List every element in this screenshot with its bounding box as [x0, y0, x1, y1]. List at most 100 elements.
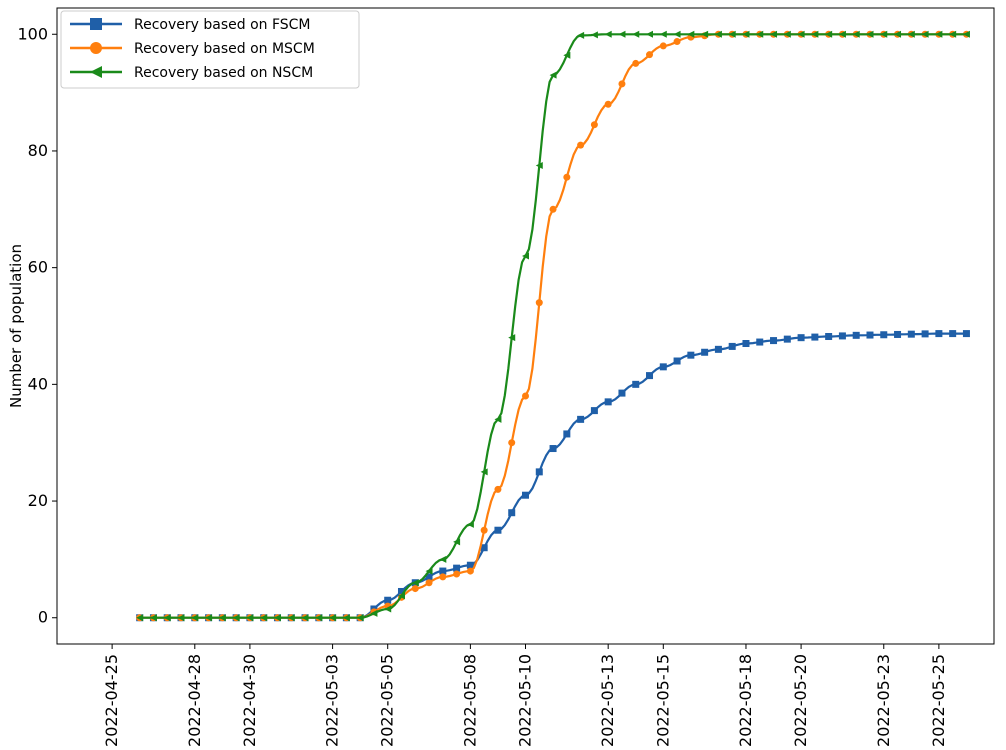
- data-point: [756, 338, 764, 346]
- x-tick-label: 2022-05-25: [929, 654, 948, 747]
- data-point: [425, 567, 433, 575]
- data-point: [535, 299, 543, 307]
- data-point: [273, 614, 281, 622]
- data-point: [632, 30, 640, 38]
- data-point: [880, 30, 888, 38]
- x-tick-label: 2022-05-08: [460, 654, 479, 747]
- data-point: [646, 30, 654, 38]
- data-point: [797, 334, 805, 342]
- series-2: [136, 30, 970, 622]
- data-point: [838, 30, 846, 38]
- data-point: [563, 173, 571, 181]
- y-tick-label: 0: [38, 608, 48, 627]
- data-point: [838, 332, 846, 340]
- data-point: [618, 30, 626, 38]
- y-axis: 0 20 40 60 80 100: [17, 24, 57, 627]
- data-point: [659, 363, 667, 371]
- data-point: [439, 567, 447, 575]
- data-point: [673, 38, 681, 46]
- data-point: [659, 42, 667, 50]
- data-point: [563, 430, 571, 438]
- data-point: [632, 59, 640, 67]
- data-point: [246, 614, 254, 622]
- data-point: [825, 333, 833, 341]
- data-point: [714, 30, 722, 38]
- data-point: [907, 30, 915, 38]
- data-point: [673, 30, 681, 38]
- data-point: [563, 51, 571, 59]
- y-tick-label: 20: [28, 491, 48, 510]
- data-point: [935, 30, 943, 38]
- data-point: [921, 330, 929, 338]
- data-point: [852, 30, 860, 38]
- data-point: [549, 205, 557, 213]
- data-point: [783, 30, 791, 38]
- series-line: [139, 33, 967, 619]
- data-point: [535, 162, 543, 170]
- data-point: [770, 337, 778, 345]
- series-line: [139, 332, 967, 619]
- data-point: [646, 372, 654, 380]
- plot-frame: [56, 7, 995, 645]
- data-point: [466, 520, 474, 528]
- data-point: [494, 415, 502, 423]
- data-point: [218, 614, 226, 622]
- data-point: [411, 579, 419, 587]
- data-point: [701, 348, 709, 356]
- data-point: [425, 579, 433, 587]
- data-point: [604, 100, 612, 108]
- x-tick-label: 2022-04-30: [240, 654, 259, 747]
- data-point: [384, 596, 392, 604]
- data-point: [577, 141, 585, 149]
- data-point: [508, 439, 516, 447]
- data-point: [191, 614, 199, 622]
- data-point: [949, 30, 957, 38]
- x-tick-label: 2022-05-13: [598, 654, 617, 747]
- data-point: [590, 31, 598, 39]
- data-point: [384, 605, 392, 613]
- data-point: [646, 51, 654, 59]
- data-point: [825, 30, 833, 38]
- legend-frame: [60, 10, 360, 89]
- data-point: [549, 445, 557, 453]
- data-point: [921, 30, 929, 38]
- y-tick-label: 100: [17, 24, 48, 43]
- data-point: [687, 30, 695, 38]
- x-tick-label: 2022-05-23: [874, 654, 893, 747]
- data-point: [687, 351, 695, 359]
- data-point: [136, 614, 144, 622]
- legend-entry: Recovery based on NSCM: [70, 65, 313, 81]
- data-point: [549, 71, 557, 79]
- data-point: [535, 468, 543, 476]
- data-point: [522, 252, 529, 260]
- data-point: [604, 398, 612, 406]
- data-point: [852, 331, 860, 339]
- series-layer: [136, 30, 970, 622]
- data-point: [949, 330, 957, 338]
- data-point: [356, 614, 364, 622]
- data-point: [962, 30, 970, 38]
- data-point: [742, 340, 750, 348]
- data-point: [522, 491, 529, 499]
- series-1: [136, 330, 970, 622]
- data-point: [480, 544, 488, 552]
- data-point: [811, 30, 819, 38]
- data-point: [260, 614, 268, 622]
- y-tick-label: 80: [28, 141, 48, 160]
- series-line: [139, 33, 967, 619]
- data-point: [783, 335, 791, 343]
- data-point: [508, 509, 516, 517]
- x-axis: 2022-04-25 2022-04-28 2022-04-30 2022-05-03…: [102, 644, 948, 747]
- data-point: [522, 392, 529, 400]
- data-point: [618, 80, 626, 88]
- data-point: [205, 614, 213, 622]
- legend-marker: [90, 66, 102, 78]
- data-point: [577, 31, 585, 39]
- legend-entry: Recovery based on MSCM: [70, 41, 315, 57]
- x-tick-label: 2022-05-05: [378, 654, 397, 747]
- data-point: [397, 587, 405, 595]
- data-point: [232, 614, 240, 622]
- data-point: [742, 30, 750, 38]
- data-point: [866, 30, 874, 38]
- data-point: [577, 415, 585, 423]
